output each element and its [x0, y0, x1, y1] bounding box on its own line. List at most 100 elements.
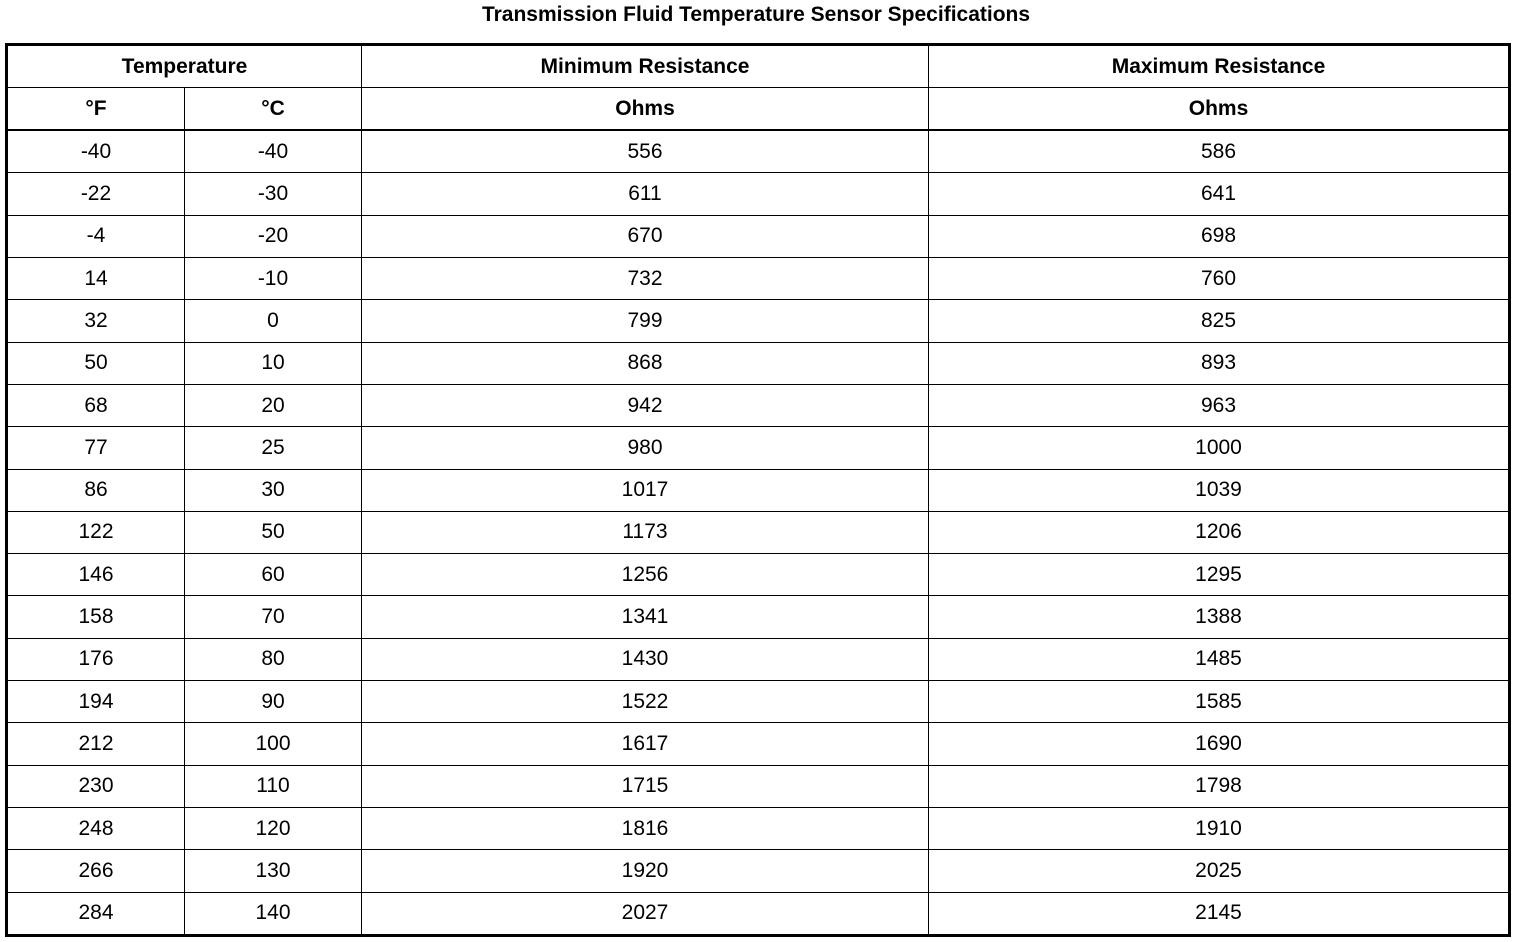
cell-max-resistance: 1388	[928, 595, 1510, 639]
table-row: 77 25 980 1000	[6, 426, 1510, 470]
header-temperature: Temperature	[6, 44, 362, 88]
cell-min-resistance: 942	[361, 383, 929, 428]
cell-celsius: 100	[184, 722, 362, 766]
cell-celsius: 25	[184, 426, 362, 470]
cell-max-resistance: 641	[928, 172, 1510, 216]
table-row: 68 20 942 963	[6, 383, 1510, 428]
cell-celsius: 0	[184, 299, 362, 343]
cell-fahrenheit: 248	[6, 806, 185, 851]
header-min-unit: Ohms	[361, 87, 929, 131]
cell-max-resistance: 1206	[928, 510, 1510, 555]
table-row: 176 80 1430 1485	[6, 637, 1510, 682]
header-celsius: °C	[184, 87, 362, 131]
cell-fahrenheit: 176	[6, 637, 185, 682]
cell-celsius: -20	[184, 214, 362, 258]
table-row: 212 100 1617 1690	[6, 722, 1510, 766]
sensor-spec-table: Temperature Minimum Resistance Maximum R…	[5, 43, 1511, 937]
cell-min-resistance: 2027	[361, 891, 929, 937]
table-row: 50 10 868 893	[6, 341, 1510, 385]
header-fahrenheit: °F	[6, 87, 185, 131]
cell-max-resistance: 1798	[928, 764, 1510, 809]
cell-celsius: -40	[184, 129, 362, 174]
table-row: 248 120 1816 1910	[6, 806, 1510, 851]
cell-min-resistance: 556	[361, 129, 929, 174]
cell-min-resistance: 1617	[361, 722, 929, 766]
cell-celsius: 10	[184, 341, 362, 385]
cell-max-resistance: 1295	[928, 553, 1510, 597]
cell-celsius: 70	[184, 595, 362, 639]
cell-celsius: 130	[184, 849, 362, 893]
table-row: 230 110 1715 1798	[6, 764, 1510, 809]
cell-min-resistance: 670	[361, 214, 929, 258]
cell-celsius: 20	[184, 383, 362, 428]
cell-fahrenheit: 284	[6, 891, 185, 937]
cell-min-resistance: 1017	[361, 468, 929, 512]
table-row: 122 50 1173 1206	[6, 510, 1510, 555]
table-row: 86 30 1017 1039	[6, 468, 1510, 512]
table-row: 266 130 1920 2025	[6, 849, 1510, 893]
cell-fahrenheit: 194	[6, 680, 185, 724]
cell-min-resistance: 1256	[361, 553, 929, 597]
cell-celsius: 30	[184, 468, 362, 512]
cell-celsius: 50	[184, 510, 362, 555]
cell-min-resistance: 980	[361, 426, 929, 470]
cell-min-resistance: 799	[361, 299, 929, 343]
cell-fahrenheit: 14	[6, 256, 185, 301]
cell-celsius: -10	[184, 256, 362, 301]
cell-max-resistance: 1585	[928, 680, 1510, 724]
cell-max-resistance: 825	[928, 299, 1510, 343]
header-row-1: Temperature Minimum Resistance Maximum R…	[6, 44, 1510, 88]
header-row-2: °F °C Ohms Ohms	[6, 87, 1510, 131]
cell-fahrenheit: -22	[6, 172, 185, 216]
cell-fahrenheit: 146	[6, 553, 185, 597]
cell-max-resistance: 760	[928, 256, 1510, 301]
table-row: 146 60 1256 1295	[6, 553, 1510, 597]
cell-fahrenheit: 50	[6, 341, 185, 385]
cell-fahrenheit: 266	[6, 849, 185, 893]
table-row: 14 -10 732 760	[6, 256, 1510, 301]
table-row: 284 140 2027 2145	[6, 891, 1510, 937]
cell-min-resistance: 611	[361, 172, 929, 216]
cell-min-resistance: 1920	[361, 849, 929, 893]
table-row: -22 -30 611 641	[6, 172, 1510, 216]
cell-fahrenheit: -4	[6, 214, 185, 258]
header-max-resistance: Maximum Resistance	[928, 44, 1510, 88]
table-row: 158 70 1341 1388	[6, 595, 1510, 639]
table-row: -40 -40 556 586	[6, 129, 1510, 174]
cell-fahrenheit: 212	[6, 722, 185, 766]
table-row: 194 90 1522 1585	[6, 680, 1510, 724]
cell-fahrenheit: 68	[6, 383, 185, 428]
cell-min-resistance: 1430	[361, 637, 929, 682]
cell-min-resistance: 868	[361, 341, 929, 385]
table-title: Transmission Fluid Temperature Sensor Sp…	[481, 3, 1031, 26]
cell-max-resistance: 1039	[928, 468, 1510, 512]
cell-min-resistance: 1522	[361, 680, 929, 724]
cell-fahrenheit: 230	[6, 764, 185, 809]
cell-fahrenheit: 122	[6, 510, 185, 555]
cell-fahrenheit: 158	[6, 595, 185, 639]
cell-min-resistance: 1173	[361, 510, 929, 555]
cell-min-resistance: 1816	[361, 806, 929, 851]
table-row: 32 0 799 825	[6, 299, 1510, 343]
cell-celsius: -30	[184, 172, 362, 216]
cell-celsius: 140	[184, 891, 362, 937]
cell-max-resistance: 586	[928, 129, 1510, 174]
cell-fahrenheit: 77	[6, 426, 185, 470]
cell-fahrenheit: -40	[6, 129, 185, 174]
cell-celsius: 110	[184, 764, 362, 809]
cell-max-resistance: 1910	[928, 806, 1510, 851]
cell-min-resistance: 1715	[361, 764, 929, 809]
cell-max-resistance: 1485	[928, 637, 1510, 682]
cell-celsius: 60	[184, 553, 362, 597]
cell-max-resistance: 1690	[928, 722, 1510, 766]
table-row: -4 -20 670 698	[6, 214, 1510, 258]
cell-max-resistance: 2025	[928, 849, 1510, 893]
cell-fahrenheit: 32	[6, 299, 185, 343]
cell-max-resistance: 698	[928, 214, 1510, 258]
cell-fahrenheit: 86	[6, 468, 185, 512]
cell-celsius: 80	[184, 637, 362, 682]
cell-min-resistance: 1341	[361, 595, 929, 639]
cell-max-resistance: 2145	[928, 891, 1510, 937]
cell-celsius: 120	[184, 806, 362, 851]
cell-max-resistance: 1000	[928, 426, 1510, 470]
